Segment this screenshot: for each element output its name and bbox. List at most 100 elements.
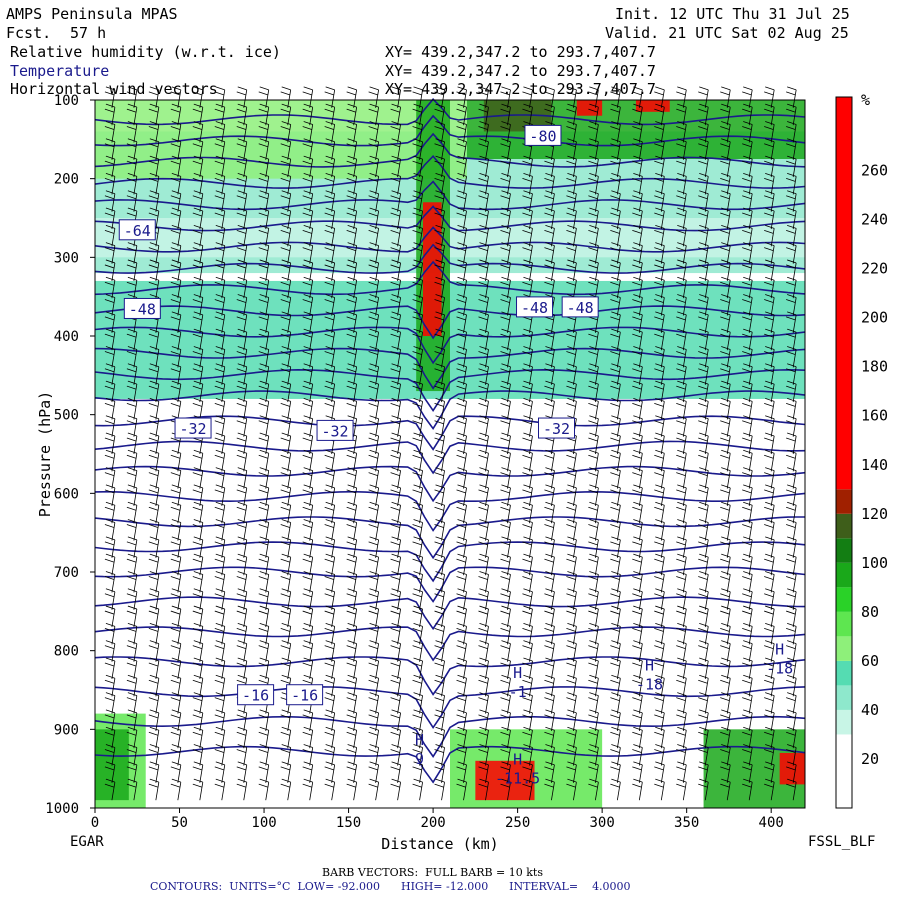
wind-barb [786,588,797,610]
wind-barb [676,484,687,506]
wind-barb [170,605,182,628]
wind-barb [214,224,226,247]
wind-barb [280,640,292,662]
wind-barb [104,259,116,281]
wind-barb [346,588,358,610]
wind-barb [478,536,489,558]
wind-barb [676,657,687,680]
wind-barb [456,346,467,368]
wind-barb [588,224,599,247]
wind-barb [412,484,423,506]
wind-barb [676,726,687,749]
wind-barb [500,657,511,680]
wind-barb [478,86,489,108]
wind-barb [588,588,599,610]
wind-barb [368,328,380,351]
wind-barb [170,224,182,247]
wind-barb [698,674,709,697]
wind-barb [390,224,401,247]
wind-barb [698,224,709,247]
wind-barb [258,415,270,437]
wind-barb [566,363,577,385]
wind-barb [324,484,336,506]
wind-barb [192,138,204,160]
wind-barb [610,778,621,801]
wind-barb [698,467,709,489]
wind-barb [170,155,182,178]
wind-barb [500,692,511,714]
wind-barb [368,86,380,108]
wind-barb [698,553,709,576]
wind-barb [412,155,423,178]
wind-barb [412,571,423,593]
wind-barb [412,380,423,403]
wind-barb [280,519,292,541]
wind-barb [126,536,138,558]
wind-barb [104,692,116,714]
wind-barb [104,86,116,108]
wind-barb [324,605,336,628]
wind-barb [390,501,401,524]
wind-barb [742,571,753,593]
wind-barb [698,657,709,680]
wind-barb [786,224,797,247]
wind-barb [478,605,489,628]
wind-barb [764,726,775,749]
wind-barb [434,121,445,143]
wind-barb [566,328,577,351]
wind-barb [126,398,138,420]
wind-barb [456,380,467,403]
wind-barb [456,311,467,333]
wind-barb [236,640,248,662]
wind-barb [280,778,292,801]
wind-barb [720,467,731,489]
wind-barb [346,744,358,766]
wind-barb [500,432,511,455]
wind-barb [170,674,182,697]
wind-barb [368,726,380,749]
wind-barb [676,103,687,126]
wind-barb [566,657,577,680]
isotherm-line [94,566,806,603]
wind-barb [104,346,116,368]
wind-barb [698,588,709,610]
wind-barb [698,415,709,437]
wind-barb [434,86,445,108]
wind-barb [280,571,292,593]
wind-barb [170,553,182,576]
wind-barb [214,155,226,178]
wind-barb [324,467,336,489]
wind-barb [236,363,248,385]
wind-barb [588,328,599,351]
wind-barb [522,449,533,472]
wind-barb [390,173,401,195]
wind-barb [610,398,621,420]
wind-barb [654,190,665,212]
wind-barb [456,553,467,576]
wind-barb [478,224,489,247]
wind-barb [720,173,731,195]
wind-barb [390,692,401,714]
wind-barb [236,398,248,420]
wind-barb [280,242,292,264]
wind-barb [434,346,445,368]
wind-barb [456,207,467,230]
wind-barb [368,207,380,230]
wind-barb [500,346,511,368]
wind-barb [434,744,445,766]
wind-barb [478,259,489,281]
high-value: -1 [509,683,527,701]
wind-barb [610,346,621,368]
wind-barb [170,346,182,368]
wind-barb [280,761,292,783]
wind-barb [632,536,643,558]
wind-barb [720,761,731,783]
wind-barb [566,346,577,368]
wind-barb [742,726,753,749]
wind-barb [412,138,423,160]
wind-barb [632,588,643,610]
wind-barb [456,571,467,593]
wind-barb [720,121,731,143]
y-tick-label: 1000 [45,801,79,817]
wind-barb [786,553,797,576]
